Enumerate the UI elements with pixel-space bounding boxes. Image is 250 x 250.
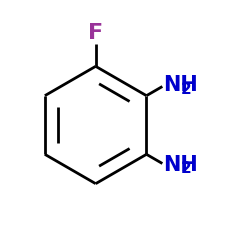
Text: NH: NH — [164, 155, 198, 175]
Text: NH: NH — [164, 75, 198, 95]
Text: F: F — [88, 23, 103, 43]
Text: 2: 2 — [181, 162, 192, 176]
Text: 2: 2 — [181, 82, 192, 97]
